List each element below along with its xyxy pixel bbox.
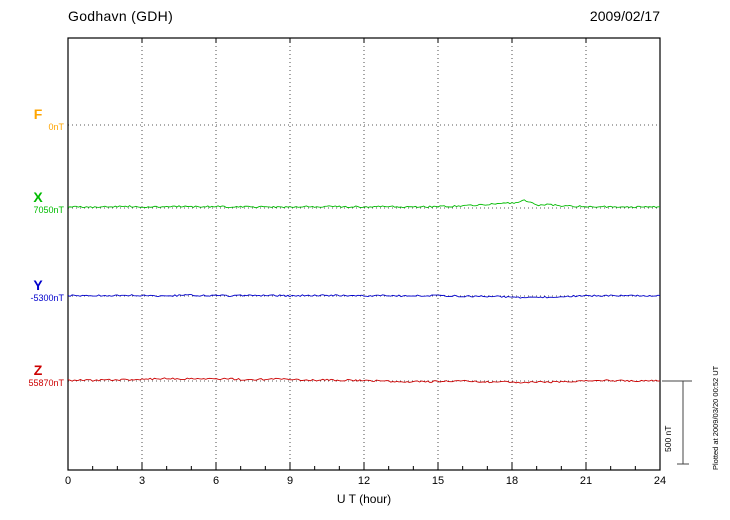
trace-baseline-f: 0nT [48, 122, 64, 132]
xtick-3: 3 [138, 475, 146, 487]
scale-bar [662, 380, 692, 465]
xtick-0: 0 [64, 475, 72, 487]
xtick-21: 21 [579, 475, 593, 487]
data-traces [67, 199, 661, 384]
xtick-9: 9 [286, 475, 294, 487]
trace-label-y: Y [33, 277, 43, 293]
trace-baseline-y: -5300nT [30, 293, 64, 303]
trace-baseline-z: 55870nT [28, 378, 64, 388]
plotted-timestamp: Plotted at 2009/03/20 00:52 UT [711, 365, 720, 470]
trace-label-x: X [33, 189, 43, 205]
gridlines [68, 38, 660, 470]
xtick-15: 15 [431, 475, 445, 487]
xtick-18: 18 [505, 475, 519, 487]
xtick-6: 6 [212, 475, 220, 487]
trace-baseline-x: 7050nT [33, 205, 64, 215]
scale-bar-label: 500 nT [663, 425, 673, 452]
plot-border [67, 37, 661, 471]
plot-date: 2009/02/17 [589, 8, 660, 24]
trace-label-z: Z [33, 362, 43, 378]
station-title: Godhavn (GDH) [68, 8, 174, 24]
xtick-24: 24 [653, 475, 667, 487]
trace-label-f: F [33, 106, 43, 122]
x-axis-label: U T (hour) [336, 492, 392, 506]
xtick-12: 12 [357, 475, 371, 487]
